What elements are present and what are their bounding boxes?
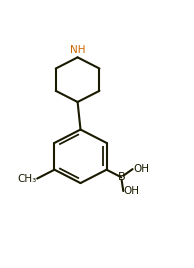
Text: B: B bbox=[117, 172, 125, 182]
Text: OH: OH bbox=[133, 164, 149, 174]
Text: OH: OH bbox=[124, 186, 140, 196]
Text: NH: NH bbox=[70, 45, 85, 55]
Text: CH₃: CH₃ bbox=[17, 174, 36, 184]
